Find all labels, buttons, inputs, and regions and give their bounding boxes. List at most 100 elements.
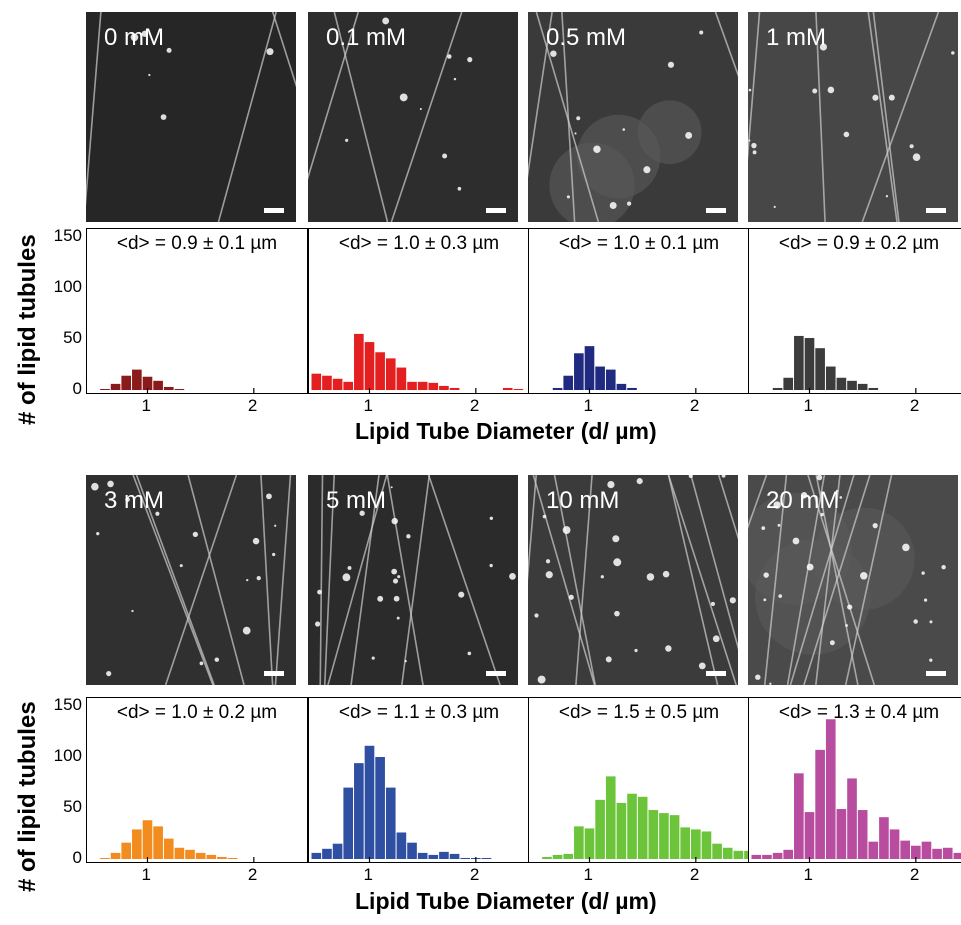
mean-diameter-label: <d> = 1.0 ± 0.2 µm (116, 702, 278, 723)
micrograph-spot (562, 526, 571, 534)
micrograph-tubule (528, 475, 538, 582)
histogram-bar (595, 799, 605, 859)
histogram-bar (375, 757, 385, 859)
micrograph-panel: 10 mM (528, 475, 738, 685)
micrograph-spot (371, 656, 375, 660)
histogram-bar (354, 763, 364, 859)
micrograph-panel: 0 mM (86, 12, 296, 222)
histogram-panel: <d> = 1.0 ± 0.1 µm (528, 228, 750, 394)
micrograph-tubule (308, 12, 360, 181)
micrograph-panel: 0.1 mM (308, 12, 518, 222)
scale-bar (926, 671, 946, 676)
micrograph-tubule (187, 475, 245, 685)
histogram-bar (185, 849, 195, 859)
micrograph-tubule (401, 475, 431, 685)
histogram-bar (804, 337, 815, 390)
histogram-bar (552, 854, 563, 859)
scale-bar (706, 208, 726, 213)
micrograph-spot (107, 480, 114, 488)
micrograph-panel: 0.5 mM (528, 12, 738, 222)
micrograph-spot (214, 657, 220, 662)
histogram-plot (751, 719, 961, 862)
micrograph-spot (489, 516, 494, 520)
micrograph-spot (392, 578, 399, 584)
histogram-bar (900, 840, 911, 859)
histogram-plot (311, 745, 492, 862)
histogram-panel: <d> = 0.9 ± 0.1 µm (86, 228, 308, 394)
y-tick-label: 100 (53, 746, 82, 765)
micrograph-tubule (717, 475, 738, 540)
histogram-plot (552, 346, 697, 393)
micrograph-spot (342, 573, 351, 582)
micrograph-tubule (872, 12, 900, 222)
histogram-bar (460, 857, 471, 859)
histogram-bar (616, 802, 627, 859)
micrograph-spot (545, 559, 551, 564)
micrograph-spot (397, 575, 401, 579)
histogram-bar (659, 813, 669, 859)
micrograph-tubule (815, 12, 826, 222)
micrograph-spot (179, 564, 183, 568)
mean-diameter-label: <d> = 1.0 ± 0.3 µm (338, 233, 500, 254)
micrograph-spot (317, 589, 322, 595)
micrograph-spot (266, 493, 272, 500)
scale-bar (926, 208, 946, 213)
micrograph-spot (609, 202, 617, 209)
micrograph-spot (593, 145, 601, 154)
micrograph-spot (91, 482, 99, 491)
histogram-bar (847, 380, 857, 390)
micrograph-spot (252, 537, 260, 545)
micrograph-image (86, 12, 296, 222)
micrograph-spot (667, 61, 675, 68)
histogram-bar (584, 828, 595, 859)
micrograph-tubule (667, 475, 737, 685)
micrograph-tubule (135, 475, 215, 685)
micrograph-spot (576, 116, 581, 121)
micrograph-tubule (132, 475, 214, 685)
micrograph-spot (923, 598, 928, 602)
scale-bar (706, 671, 726, 676)
micrograph-tubule (748, 475, 768, 529)
micrograph-image (528, 475, 738, 685)
mean-diameter-label: <d> = 1.3 ± 0.4 µm (778, 702, 940, 723)
concentration-label: 10 mM (546, 487, 620, 514)
scale-bar (486, 671, 506, 676)
histogram-panel: <d> = 1.0 ± 0.3 µm (308, 228, 530, 394)
histogram-bar (513, 388, 524, 390)
histogram-bar (481, 857, 492, 859)
histogram-bar (574, 826, 584, 859)
histogram-bar (132, 829, 142, 859)
histogram-bar (911, 845, 921, 859)
micrograph-spot (847, 604, 853, 610)
y-axis-label: # of lipid tubules (14, 234, 41, 425)
micrograph-spot (827, 86, 835, 94)
x-tick-label: 2 (469, 865, 480, 884)
histogram-bar (375, 352, 385, 390)
micrograph-panel: 5 mM (308, 475, 518, 685)
micrograph-spot (685, 132, 693, 139)
y-tick-label: 0 (72, 848, 82, 867)
histogram-bar (584, 346, 595, 390)
micrograph-spot (106, 671, 112, 677)
y-tick-label: 0 (72, 379, 82, 398)
y-tick-label: 150 (53, 695, 82, 714)
micrograph-tubule (386, 475, 424, 685)
micrograph-spot (698, 662, 706, 670)
histogram-bar (396, 367, 407, 390)
x-tick-label: 2 (689, 865, 700, 884)
micrograph-spot (96, 532, 100, 536)
histogram-bar (616, 383, 627, 390)
histogram-bar (794, 335, 804, 390)
histogram-bar (407, 842, 417, 859)
micrograph-spot (710, 601, 715, 607)
micrograph-spot (688, 475, 693, 479)
histogram-bar (627, 387, 637, 390)
histogram-bar (174, 388, 185, 390)
histogram-bar (574, 353, 584, 390)
micrograph-spot (453, 77, 457, 81)
micrograph-spot (166, 47, 172, 53)
micrograph-spot (839, 496, 843, 499)
histogram-bar (121, 375, 132, 390)
micrograph-tubule (390, 12, 463, 222)
histogram-bar (439, 851, 449, 859)
